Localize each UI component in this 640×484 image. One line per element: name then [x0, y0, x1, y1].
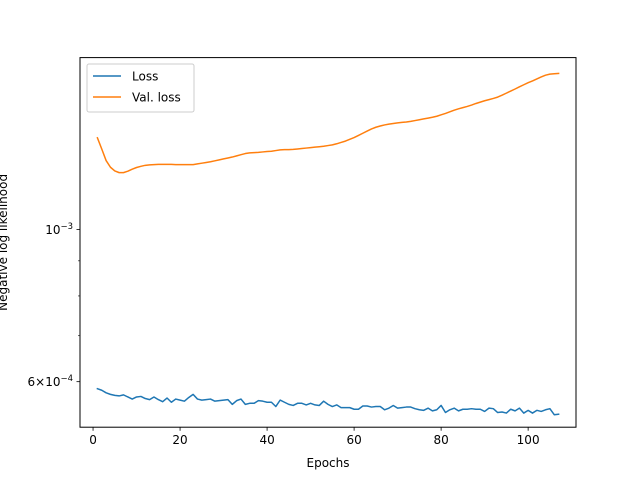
x-tick-label: 100 [517, 433, 540, 447]
y-axis-label: Negative log likelihood [0, 174, 10, 311]
x-tick-layer: 0 20 40 60 80 100 [89, 427, 540, 447]
x-tick-label: 0 [89, 433, 97, 447]
series-layer [96, 72, 560, 416]
y-tick-layer: 10−3 6×10−4 [28, 222, 80, 389]
plot-area-frame [79, 57, 577, 428]
series-line-1 [96, 72, 560, 174]
y-tick-label: 10−3 [45, 222, 73, 237]
x-tick-label: 80 [433, 433, 448, 447]
series-line-0 [96, 387, 560, 416]
x-tick-label: 40 [259, 433, 274, 447]
legend-label-val-loss: Val. loss [132, 91, 181, 105]
legend: Loss Val. loss [86, 63, 195, 113]
x-tick-label: 60 [346, 433, 361, 447]
y-tick-label: 6×10−4 [28, 374, 74, 389]
x-axis-label: Epochs [307, 456, 350, 470]
legend-label-loss: Loss [132, 70, 158, 84]
x-tick-label: 20 [172, 433, 187, 447]
